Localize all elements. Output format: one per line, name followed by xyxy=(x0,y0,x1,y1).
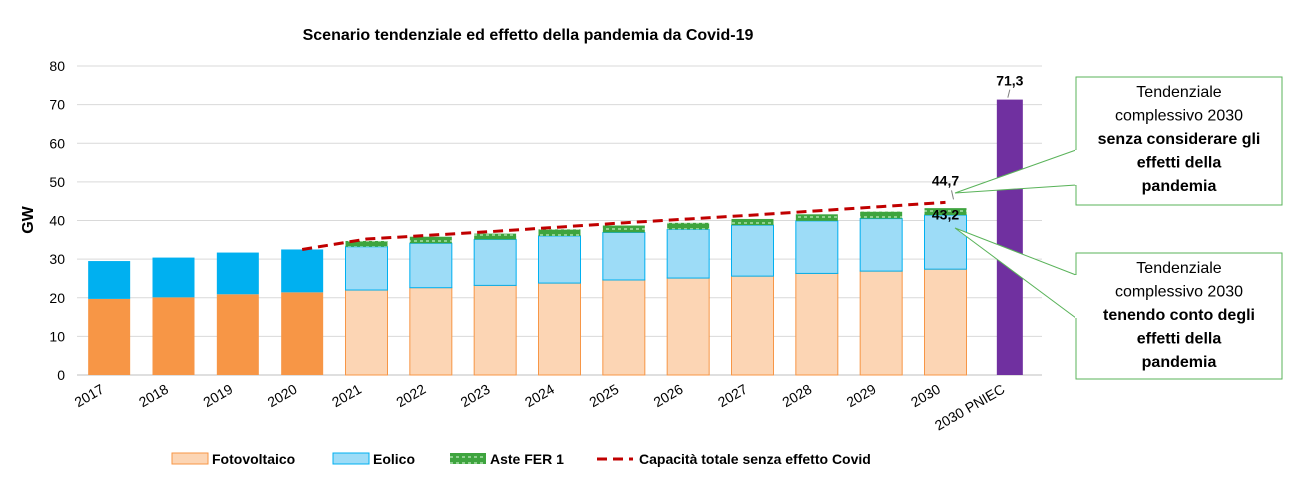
leader-line xyxy=(1007,89,1011,98)
bar-aste-fer1 xyxy=(667,222,710,230)
y-tick-label: 30 xyxy=(49,251,65,267)
legend-swatch xyxy=(450,453,486,464)
y-tick-label: 60 xyxy=(49,135,65,151)
bar-aste-fer1 xyxy=(860,211,903,219)
x-tick-label: 2030 xyxy=(908,381,943,411)
callout-line: effetti della xyxy=(1137,331,1222,348)
x-tick-label: 2027 xyxy=(715,381,750,411)
callout-line: complessivo 2030 xyxy=(1115,284,1243,301)
bar-aste-fer1 xyxy=(602,225,645,233)
callout-line: pandemia xyxy=(1142,354,1217,371)
legend-label: Eolico xyxy=(373,451,415,467)
bar-fotovoltaico xyxy=(538,282,581,376)
x-tick-label: 2028 xyxy=(779,381,814,411)
bar-fotovoltaico xyxy=(409,287,453,376)
bar-aste-fer1 xyxy=(795,214,838,221)
callout-line: Tendenziale xyxy=(1136,84,1222,101)
bar-aste-fer1 xyxy=(538,229,581,236)
x-tick-label: 2023 xyxy=(458,381,493,411)
bar-fotovoltaico xyxy=(795,272,839,376)
x-tick-label: 2019 xyxy=(200,381,235,411)
bar-eolico xyxy=(345,246,388,291)
line-capacita-totale xyxy=(301,200,946,251)
y-tick-label: 50 xyxy=(49,174,65,190)
x-tick-label: 2018 xyxy=(136,381,171,411)
bar-fotovoltaico xyxy=(88,298,131,375)
bar-eolico xyxy=(602,231,646,281)
bar-fotovoltaico xyxy=(731,275,774,376)
callout-box xyxy=(1075,76,1283,206)
callout-line: senza considerare gli xyxy=(1098,131,1261,148)
bar-aste-fer1 xyxy=(409,236,452,244)
trend-line xyxy=(301,200,946,251)
legend: Fotovoltaico Eolico Aste FER 1 Capacità tot… xyxy=(171,451,871,467)
x-tick-label: 2025 xyxy=(586,381,621,411)
bar-fotovoltaico xyxy=(216,294,259,375)
bar-fotovoltaico xyxy=(602,279,646,376)
callout-line: tenendo conto degli xyxy=(1103,307,1255,324)
bar-fotovoltaico xyxy=(859,270,903,376)
bar-eolico xyxy=(666,228,710,279)
legend-label: Aste FER 1 xyxy=(490,451,564,467)
legend-swatch xyxy=(171,452,209,465)
leader-line xyxy=(951,190,954,200)
x-tick-label: 2029 xyxy=(844,381,879,411)
y-tick-labels: 0 10 20 30 40 50 60 70 80 xyxy=(49,58,65,383)
data-label-bar-2030: 43,2 xyxy=(932,206,959,222)
y-tick-label: 40 xyxy=(49,213,65,229)
bar-fotovoltaico xyxy=(473,284,517,376)
x-tick-label: 2030 PNIEC xyxy=(932,381,1007,434)
bar-2030-pniec xyxy=(996,99,1023,375)
x-tick-label: 2017 xyxy=(72,381,107,411)
y-tick-label: 0 xyxy=(57,367,65,383)
bar-eolico xyxy=(409,242,453,289)
bar-eolico xyxy=(216,252,259,295)
bar-eolico xyxy=(538,235,581,284)
x-tick-label: 2020 xyxy=(265,381,300,411)
data-label-pniec: 71,3 xyxy=(996,73,1023,89)
x-tick-labels: 2017 2018 2019 2020 2021 2022 2023 2024 2025 2026… xyxy=(72,381,1008,434)
legend-swatch xyxy=(332,452,370,465)
x-tick-label: 2021 xyxy=(329,381,364,411)
bar-eolico xyxy=(924,214,967,270)
callout-box xyxy=(1075,252,1283,380)
legend-label: Fotovoltaico xyxy=(212,451,295,467)
y-tick-label: 70 xyxy=(49,97,65,113)
bar-eolico xyxy=(795,220,839,274)
chart-title: Scenario tendenziale ed effetto della pa… xyxy=(303,27,754,44)
y-tick-label: 10 xyxy=(49,328,65,344)
data-label-line-2030: 44,7 xyxy=(932,172,959,188)
bar-aste-fer1 xyxy=(731,218,774,226)
bar-fotovoltaico xyxy=(924,268,967,376)
y-tick-label: 80 xyxy=(49,58,65,74)
callout-line: pandemia xyxy=(1142,178,1217,195)
x-tick-label: 2026 xyxy=(651,381,686,411)
x-tick-label: 2024 xyxy=(522,381,557,411)
bar-eolico xyxy=(859,218,903,272)
callout-line: effetti della xyxy=(1137,155,1222,172)
y-tick-label: 20 xyxy=(49,290,65,306)
bar-aste-fer1 xyxy=(474,233,517,240)
callout-line: complessivo 2030 xyxy=(1115,108,1243,125)
data-labels: 71,3 44,7 43,2 xyxy=(932,73,1024,223)
bar-eolico xyxy=(473,238,517,286)
bar-eolico xyxy=(281,249,324,293)
callouts: Tendenziale complessivo 2030 senza conside… xyxy=(954,76,1283,380)
bar-eolico xyxy=(152,257,195,298)
bar-fotovoltaico xyxy=(666,277,710,376)
bar-eolico xyxy=(88,261,131,299)
legend-label: Capacità totale senza effetto Covid xyxy=(639,451,871,467)
bar-aste-fer1 xyxy=(345,240,388,247)
bar-aste-fer1 xyxy=(924,208,967,216)
callout-line: Tendenziale xyxy=(1136,260,1222,277)
bar-fotovoltaico xyxy=(152,297,195,375)
bar-eolico xyxy=(731,224,774,277)
x-tick-label: 2022 xyxy=(393,381,428,411)
bars xyxy=(88,99,1023,376)
y-axis-label: GW xyxy=(20,205,37,233)
bar-fotovoltaico xyxy=(281,292,324,375)
bar-fotovoltaico xyxy=(345,289,388,376)
